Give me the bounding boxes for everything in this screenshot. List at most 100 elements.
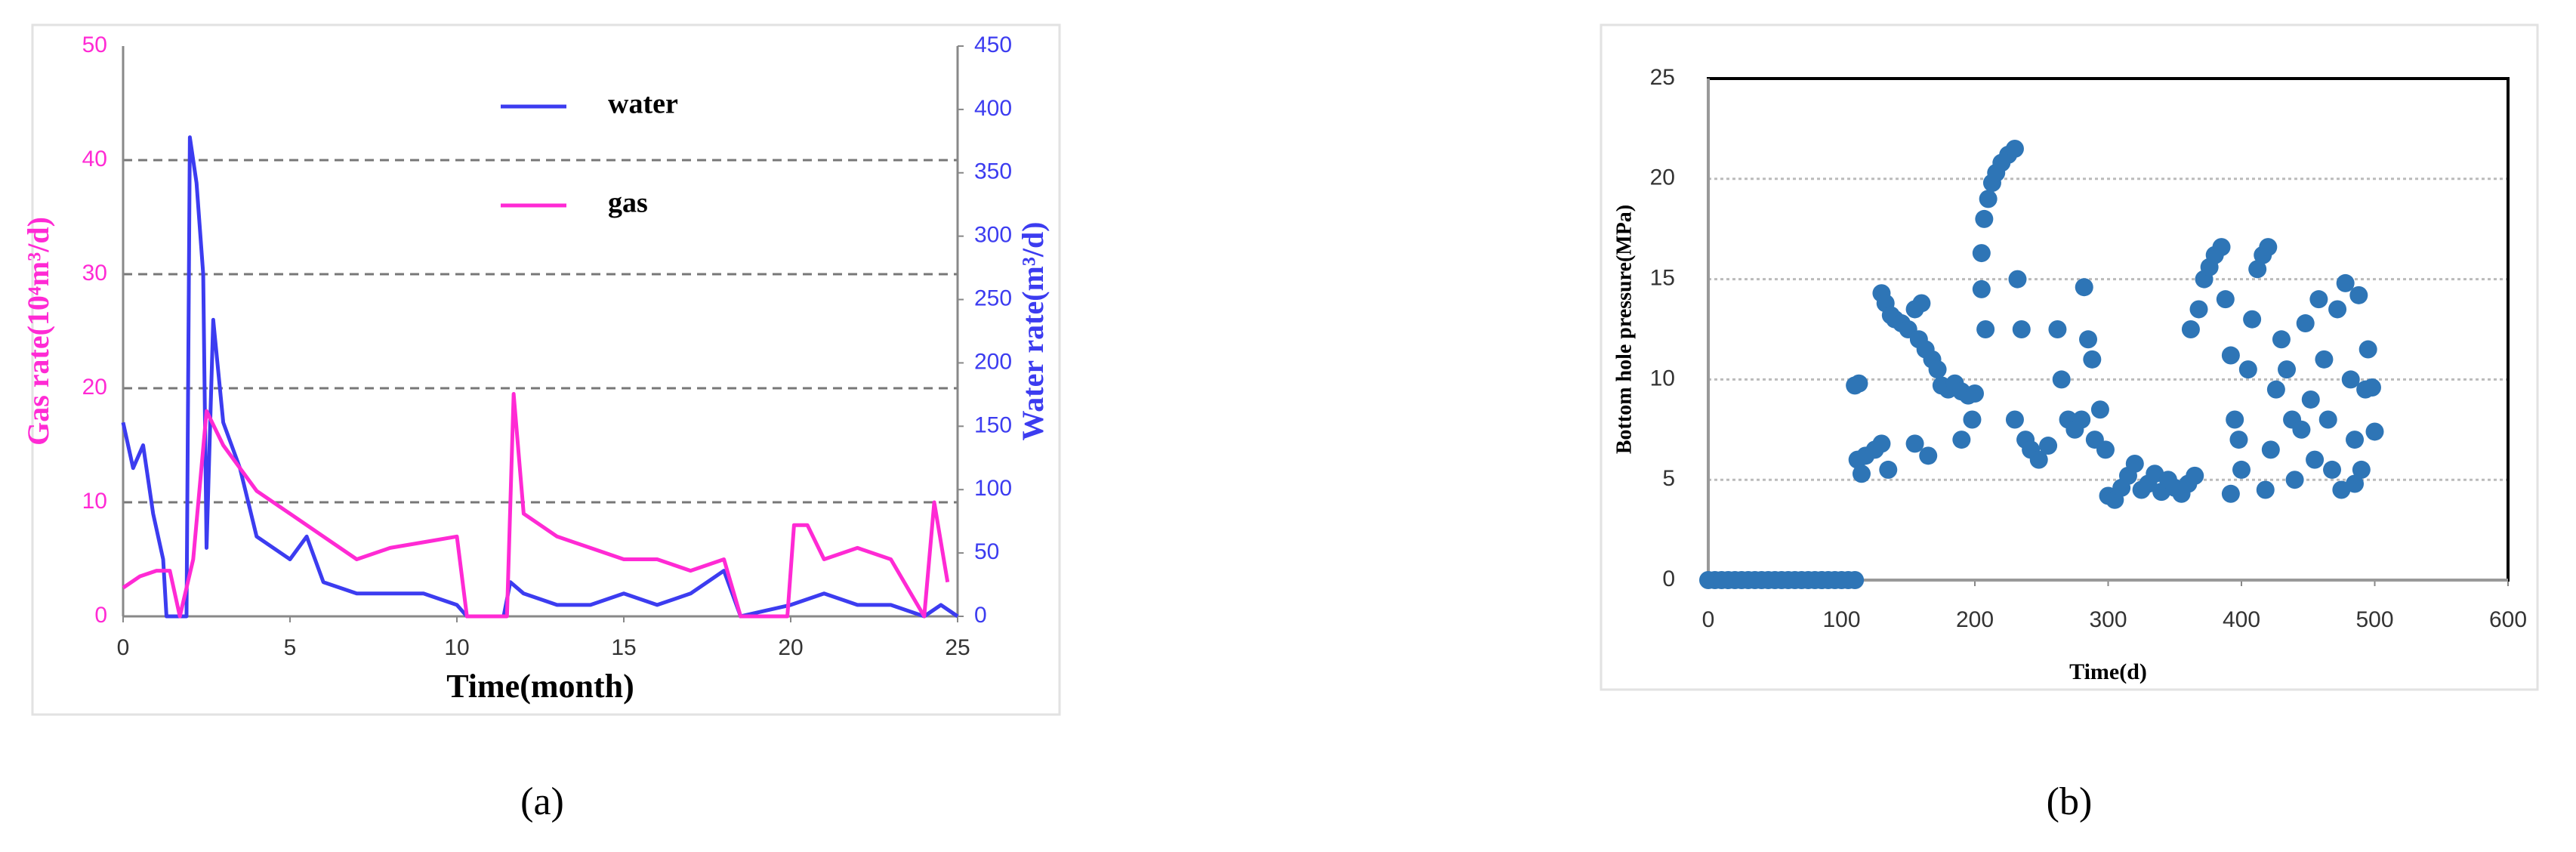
scatter-point — [1952, 431, 1971, 449]
scatter-point — [2090, 400, 2109, 419]
scatter-point — [2181, 320, 2200, 338]
y2-tick-label: 100 — [974, 476, 1012, 501]
scatter-point — [2306, 450, 2325, 469]
scatter-point — [1976, 320, 1995, 338]
scatter-point — [2052, 370, 2071, 389]
scatter-point — [2221, 484, 2240, 503]
panel-frame — [31, 23, 1061, 716]
scatter-point — [2301, 390, 2320, 409]
x-tick-label: 500 — [2355, 607, 2393, 632]
y-axis-label: Bottom hole pressure(MPa) — [1612, 205, 1636, 454]
scatter-point — [1919, 446, 1938, 465]
scatter-point — [2359, 340, 2377, 359]
scatter-point — [2272, 330, 2291, 349]
scatter-point — [2352, 460, 2371, 479]
y-tick-label: 15 — [1650, 266, 1675, 291]
y-tick-label: 50 — [82, 32, 107, 57]
scatter-point — [2212, 238, 2231, 257]
legend-label: gas — [608, 187, 648, 219]
scatter-point — [2008, 270, 2027, 289]
y-tick-label: 30 — [82, 261, 107, 286]
y-tick-label: 0 — [94, 603, 107, 628]
scatter-point — [2221, 346, 2240, 365]
x-tick-label: 20 — [778, 635, 803, 660]
scatter-point — [2072, 410, 2091, 429]
scatter-point — [1852, 465, 1871, 483]
panel-frame — [1600, 23, 2539, 691]
scatter-point — [1972, 279, 1991, 298]
scatter-point — [2186, 466, 2204, 485]
y2-tick-label: 150 — [974, 412, 1012, 437]
scatter-point — [1963, 410, 1982, 429]
scatter-point — [2229, 431, 2248, 449]
x-tick-label: 100 — [1822, 607, 1860, 632]
legend-label: water — [608, 88, 678, 120]
x-tick-label: 10 — [444, 635, 469, 660]
scatter-point — [1905, 434, 1924, 453]
scatter-point — [1979, 190, 1998, 208]
scatter-point — [2048, 320, 2067, 338]
y2-tick-label: 400 — [974, 96, 1012, 121]
scatter-point — [2315, 350, 2334, 369]
scatter-point — [1928, 360, 1947, 379]
panel-label: (b) — [2047, 780, 2093, 823]
scatter-point — [2238, 360, 2257, 379]
x-tick-label: 400 — [2223, 607, 2260, 632]
scatter-point — [2243, 310, 2262, 329]
scatter-point — [2346, 431, 2365, 449]
scatter-point — [2261, 440, 2280, 459]
scatter-point — [2039, 437, 2058, 455]
scatter-point — [2005, 410, 2024, 429]
scatter-point — [2292, 420, 2311, 439]
y-tick-label: 10 — [82, 489, 107, 514]
scatter-point — [2226, 410, 2244, 429]
x-tick-label: 0 — [1702, 607, 1715, 632]
x-tick-label: 15 — [611, 635, 636, 660]
y2-tick-label: 300 — [974, 223, 1012, 248]
scatter-point — [1846, 571, 1865, 589]
scatter-point — [1849, 374, 1868, 393]
scatter-point — [2005, 139, 2024, 158]
y2-tick-label: 200 — [974, 349, 1012, 374]
x-tick-label: 200 — [1956, 607, 1994, 632]
scatter-point — [2083, 350, 2102, 369]
scatter-point — [1912, 294, 1931, 313]
scatter-point — [1872, 434, 1891, 453]
scatter-point — [2216, 290, 2235, 309]
y2-tick-label: 50 — [974, 539, 999, 564]
scatter-point — [2323, 460, 2342, 479]
scatter-point — [2362, 378, 2381, 397]
scatter-point — [2278, 360, 2297, 379]
y2-axis-label: Water rate(m³/d) — [1016, 221, 1050, 440]
scatter-point — [2328, 300, 2347, 319]
y2-tick-label: 250 — [974, 286, 1012, 310]
scatter-point — [2012, 320, 2031, 338]
y-tick-label: 20 — [82, 375, 107, 400]
scatter-point — [2349, 286, 2368, 304]
scatter-point — [2125, 454, 2144, 473]
scatter-point — [2285, 471, 2304, 489]
y2-tick-label: 350 — [974, 159, 1012, 184]
scatter-point — [2259, 238, 2278, 257]
series-line — [121, 135, 959, 619]
scatter-point — [2075, 278, 2093, 297]
scatter-point — [2079, 330, 2098, 349]
scatter-point — [2318, 410, 2337, 429]
scatter-point — [2096, 440, 2115, 459]
y-axis-label: Gas rate(10⁴m³/d) — [21, 217, 55, 446]
scatter-point — [1879, 460, 1898, 479]
panel-label: (a) — [520, 780, 564, 823]
y-tick-label: 20 — [1650, 165, 1675, 190]
y2-tick-label: 450 — [974, 32, 1012, 57]
x-axis-label: Time(d) — [2069, 659, 2147, 684]
scatter-point — [2232, 460, 2251, 479]
y-tick-label: 0 — [1662, 566, 1675, 591]
scatter-point — [1972, 244, 1991, 263]
y-tick-label: 5 — [1662, 466, 1675, 491]
scatter-point — [2346, 474, 2365, 493]
scatter-point — [2341, 370, 2360, 389]
scatter-point — [2189, 300, 2208, 319]
scatter-point — [2029, 450, 2048, 469]
x-axis-label: Time(month) — [446, 668, 634, 705]
x-tick-label: 600 — [2489, 607, 2527, 632]
